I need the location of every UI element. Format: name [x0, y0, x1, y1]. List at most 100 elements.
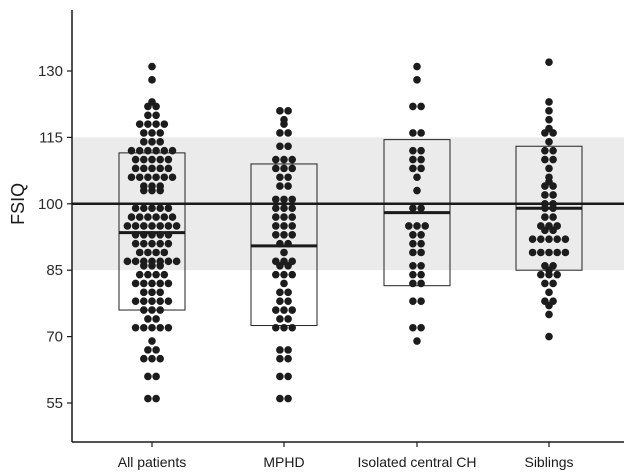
category-label: All patients [118, 454, 186, 470]
data-point [144, 173, 152, 182]
data-point [140, 257, 148, 266]
data-point [156, 257, 164, 266]
data-point [148, 297, 156, 305]
data-point [276, 288, 284, 297]
data-point [148, 239, 156, 248]
data-point [280, 248, 288, 257]
data-point [156, 354, 164, 363]
data-point [284, 182, 292, 190]
data-point [276, 173, 284, 182]
data-point [160, 270, 169, 279]
data-point [164, 297, 173, 305]
data-point [131, 257, 140, 266]
data-point [131, 204, 140, 213]
data-point [545, 235, 553, 244]
data-point [272, 222, 280, 230]
data-point [156, 182, 164, 190]
data-point [288, 164, 297, 173]
data-point [140, 204, 148, 213]
data-point [537, 235, 545, 244]
data-point [131, 323, 140, 332]
data-point [156, 155, 164, 164]
data-point [549, 279, 557, 288]
y-tick-label: 115 [39, 129, 63, 146]
y-tick-label: 70 [46, 329, 63, 346]
data-point [131, 164, 140, 173]
data-point [156, 239, 164, 248]
data-point [152, 248, 160, 257]
data-point [417, 239, 425, 248]
data-point [541, 213, 549, 221]
data-point [549, 200, 557, 208]
data-point [553, 248, 561, 257]
data-point [168, 173, 177, 182]
data-point [172, 257, 181, 266]
data-point [417, 146, 425, 155]
data-point [288, 323, 297, 332]
data-point [276, 129, 284, 137]
data-point [417, 230, 425, 239]
data-point [276, 142, 284, 151]
data-point [164, 155, 173, 164]
data-point [280, 213, 288, 221]
data-point [140, 164, 148, 173]
data-point [545, 310, 553, 319]
data-point [164, 164, 173, 173]
data-point [276, 239, 284, 248]
data-point [144, 120, 152, 128]
data-point [135, 270, 144, 279]
data-point [413, 337, 421, 345]
data-point [148, 337, 156, 345]
data-point [164, 279, 173, 288]
data-point [417, 155, 425, 164]
data-point [541, 191, 549, 199]
y-tick-label: 85 [46, 262, 63, 279]
data-point [144, 248, 152, 257]
data-point [549, 261, 557, 270]
data-point [417, 102, 425, 111]
data-point [541, 155, 549, 164]
data-point [417, 204, 425, 213]
data-point [409, 297, 417, 305]
data-point [140, 279, 148, 288]
data-point [280, 222, 288, 230]
data-point [152, 394, 160, 403]
data-point [276, 394, 284, 403]
data-point [284, 372, 292, 381]
data-point [160, 120, 169, 128]
category-label: MPHD [263, 454, 304, 470]
data-point [409, 239, 417, 248]
data-point [152, 146, 160, 155]
data-point [280, 230, 288, 239]
data-point [284, 297, 292, 305]
data-point [409, 204, 417, 213]
data-point [409, 279, 417, 288]
data-point [549, 213, 557, 221]
data-point [148, 279, 156, 288]
data-point [537, 222, 545, 230]
data-point [160, 146, 169, 155]
data-point [140, 239, 148, 248]
data-point [413, 222, 421, 230]
data-point [541, 279, 549, 288]
data-point [272, 155, 280, 164]
data-point [152, 173, 160, 182]
data-point [553, 235, 561, 244]
data-point [123, 222, 132, 230]
data-point [148, 230, 156, 239]
data-point [152, 120, 160, 128]
data-point [272, 164, 280, 173]
data-point [140, 297, 148, 305]
data-point [148, 306, 156, 314]
data-point [123, 257, 132, 266]
data-point [140, 129, 148, 137]
data-point [413, 186, 421, 195]
data-point [413, 76, 421, 84]
data-point [272, 306, 280, 314]
data-point [409, 261, 417, 270]
data-point [156, 222, 164, 230]
data-point [280, 323, 288, 332]
data-point [148, 204, 156, 213]
data-point [164, 257, 173, 266]
